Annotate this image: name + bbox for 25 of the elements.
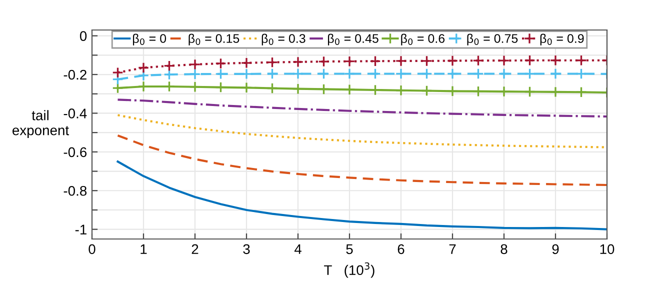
x-tick-label: 0	[88, 244, 96, 254]
x-axis-title: T (10$^{3}$)	[324, 262, 374, 278]
x-tick-label: 9	[552, 244, 559, 254]
legend-label: β$_{0}$ = 0.6	[401, 34, 445, 46]
legend-label: β$_{0}$ = 0.9	[540, 34, 584, 46]
x-tick-label: 7	[449, 244, 456, 254]
legend-label: β$_{0}$ = 0.45	[328, 34, 378, 46]
x-tick-label: 6	[398, 244, 404, 254]
legend-label: β$_{0}$ = 0.75	[467, 34, 518, 46]
x-tick-label: 2	[192, 244, 198, 254]
y-tick-label: -0.4	[64, 108, 87, 118]
x-tick-label: 10	[600, 244, 614, 254]
y-tick-label: 0	[80, 31, 87, 41]
y-tick-label: -0.2	[64, 70, 86, 80]
legend-label: β$_{0}$ = 0	[132, 34, 166, 46]
y-tick-label: -1	[75, 224, 86, 234]
y-tick-label: -0.8	[64, 186, 87, 196]
x-tick-label: 1	[140, 244, 147, 254]
x-tick-label: 4	[294, 244, 302, 254]
y-tick-label: -0.6	[64, 147, 87, 158]
legend-label: β$_{0}$ = 0.15	[188, 34, 240, 46]
x-tick-label: 8	[500, 244, 508, 254]
x-tick-label: 5	[346, 244, 353, 254]
x-tick-label: 3	[243, 244, 250, 254]
legend-label: β$_{0}$ = 0.3	[262, 34, 306, 46]
